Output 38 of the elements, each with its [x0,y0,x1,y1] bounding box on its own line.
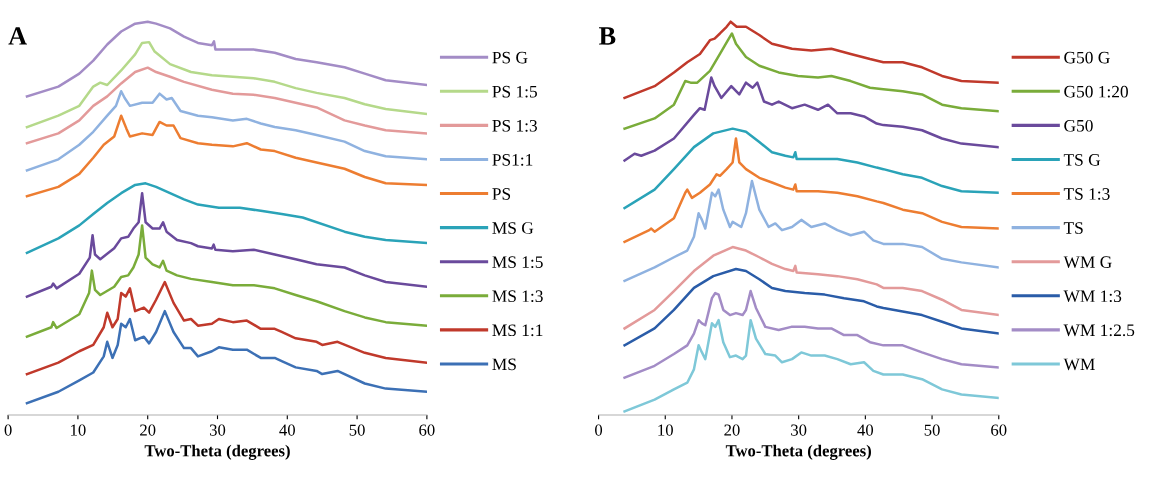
x-tick-label: 30 [791,424,807,436]
legend-label: G50 1:20 [1064,85,1128,98]
legend-label: WM 1:3 [1063,290,1122,303]
x-tick-label: 20 [140,424,156,436]
legend-label: PS1:1 [492,154,533,166]
legend-label: PS 1:5 [492,85,537,98]
legend-label: PS 1:3 [492,119,537,132]
x-axis-title: Two-Theta (degrees) [725,444,871,460]
x-tick-label: 20 [724,424,740,436]
x-tick-label: 50 [924,424,940,436]
x-tick-label: 40 [279,424,295,436]
legend-label: G50 [1064,119,1093,132]
legend-label: MS 1:1 [492,324,543,337]
x-tick-label: 0 [595,424,603,436]
x-tick-label: 30 [209,424,226,436]
legend-label: WM 1:2.5 [1063,324,1135,337]
legend-label: PS G [492,51,528,64]
legend-label: PS [492,188,511,200]
x-tick-label: 10 [658,424,673,436]
x-tick-label: 40 [857,424,874,436]
legend-label: WM G [1063,256,1112,269]
x-tick-label: 0 [4,424,12,436]
legend-label: MS [492,358,516,371]
legend-label: MS 1:5 [492,256,543,269]
x-axis-title: Two-Theta (degrees) [144,444,290,460]
legend-label: G50 G [1064,51,1110,64]
legend-label: TS [1063,222,1083,234]
x-tick-label: 60 [991,424,1007,436]
x-tick-label: 60 [419,424,435,436]
legend-label: MS G [492,222,534,234]
legend-label: WM [1063,358,1095,371]
legend-label: MS 1:3 [492,290,543,303]
x-tick-label: 10 [71,424,86,436]
x-tick-label: 50 [349,424,365,436]
chart-title: A [8,27,27,45]
chart-title: B [599,27,616,45]
legend-label: TS 1:3 [1063,188,1110,200]
legend-label: TS G [1063,154,1101,166]
